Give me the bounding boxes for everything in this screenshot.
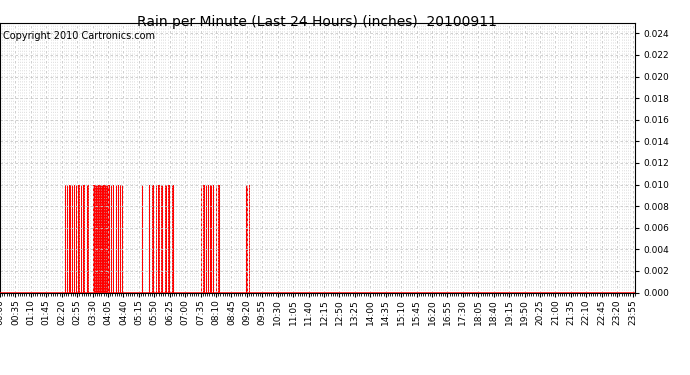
Text: Rain per Minute (Last 24 Hours) (inches)  20100911: Rain per Minute (Last 24 Hours) (inches)…	[137, 15, 497, 29]
Text: Copyright 2010 Cartronics.com: Copyright 2010 Cartronics.com	[3, 31, 155, 40]
